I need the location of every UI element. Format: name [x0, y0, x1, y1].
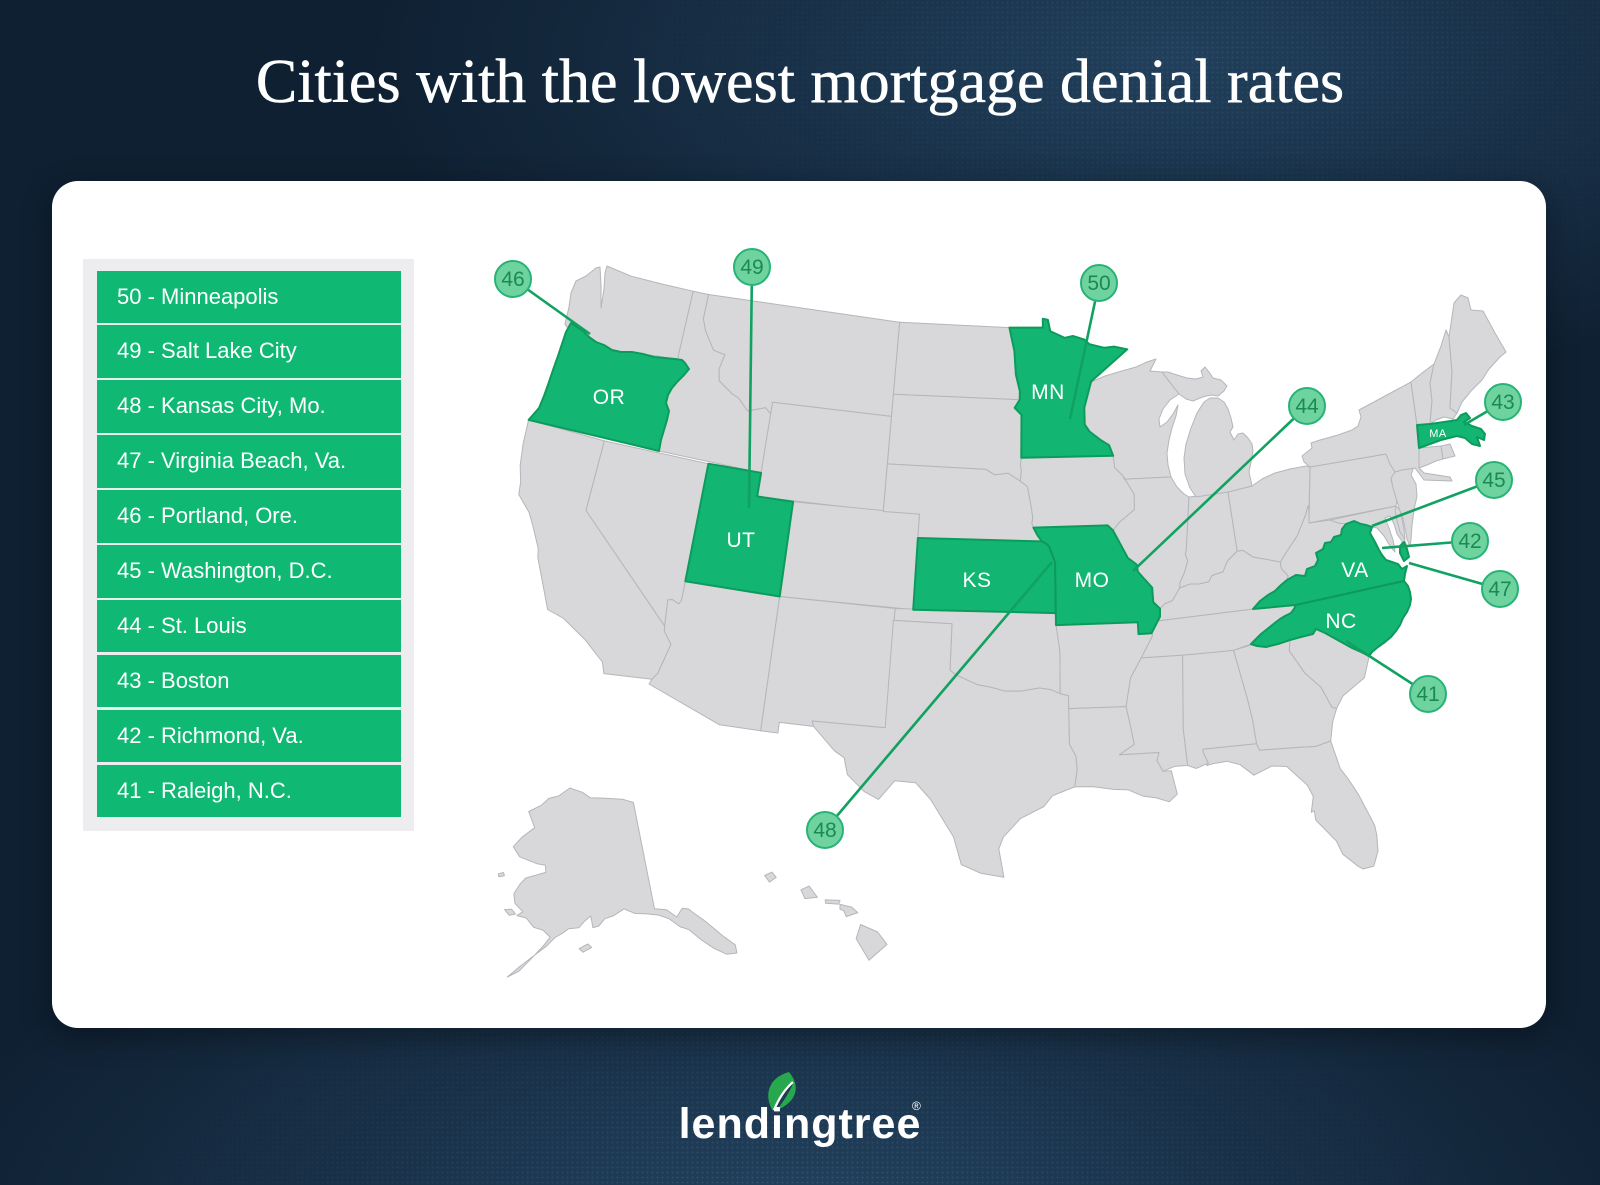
svg-text:MO: MO: [1075, 569, 1110, 592]
svg-text:OR: OR: [593, 386, 626, 409]
svg-text:VA: VA: [1341, 559, 1368, 582]
svg-text:42: 42: [1458, 530, 1481, 553]
svg-text:44: 44: [1295, 395, 1319, 418]
svg-text:UT: UT: [727, 529, 756, 552]
svg-text:46: 46: [501, 268, 524, 291]
svg-text:®: ®: [912, 1099, 921, 1113]
svg-text:MA: MA: [1429, 428, 1447, 440]
svg-text:45: 45: [1482, 469, 1505, 492]
svg-text:47: 47: [1488, 578, 1511, 601]
svg-text:KS: KS: [962, 569, 991, 592]
svg-text:50: 50: [1087, 272, 1110, 295]
svg-text:lendingtree: lendingtree: [679, 1100, 922, 1148]
svg-text:41: 41: [1416, 683, 1439, 706]
svg-text:MN: MN: [1031, 381, 1065, 404]
svg-text:48: 48: [813, 819, 836, 842]
svg-text:43: 43: [1491, 391, 1514, 414]
svg-text:49: 49: [740, 256, 763, 279]
svg-text:NC: NC: [1325, 610, 1356, 633]
